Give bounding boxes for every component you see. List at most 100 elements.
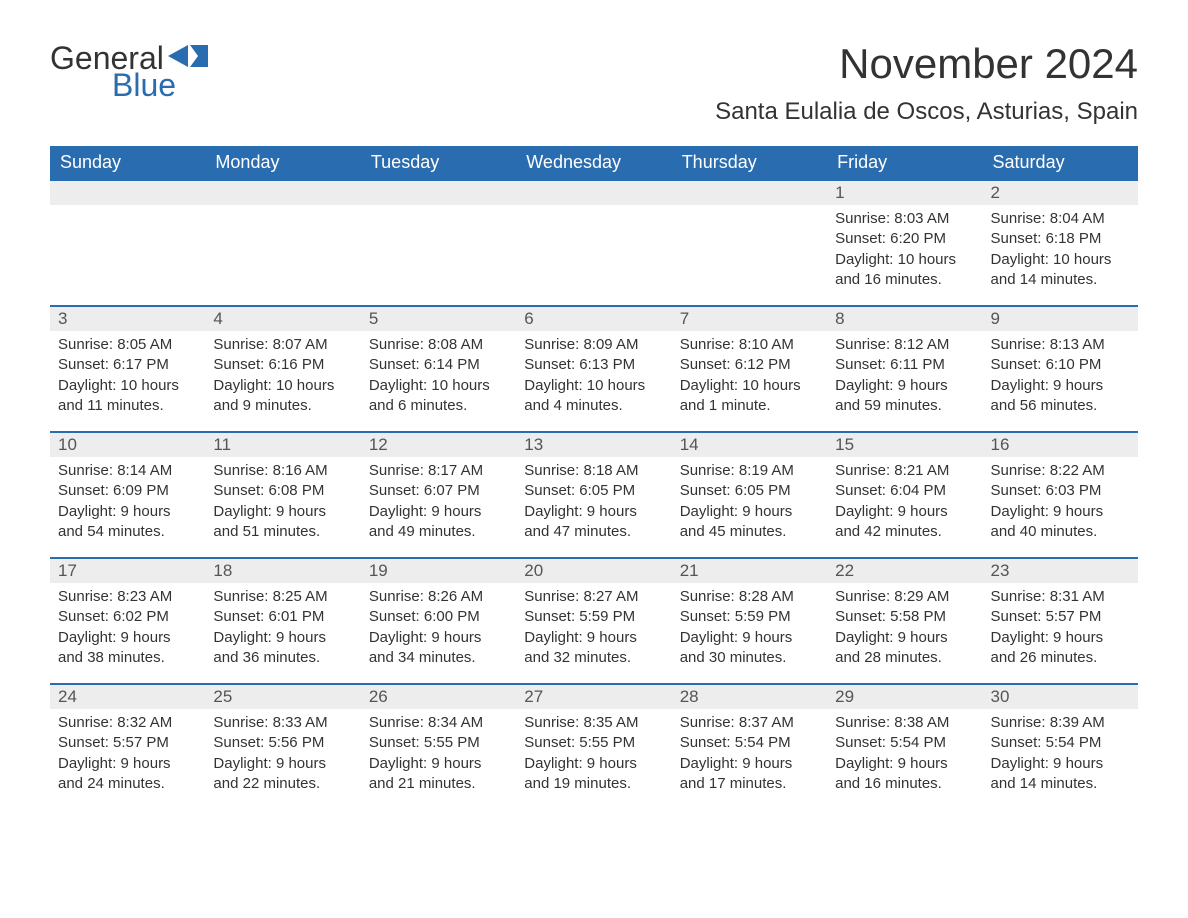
day-cell-1: 1Sunrise: 8:03 AMSunset: 6:20 PMDaylight…	[827, 181, 982, 305]
daylight-line: Daylight: 9 hours and 34 minutes.	[369, 628, 508, 669]
day-content: Sunrise: 8:28 AMSunset: 5:59 PMDaylight:…	[672, 583, 827, 678]
sunset-line: Sunset: 6:16 PM	[213, 355, 352, 375]
day-number: 12	[361, 433, 516, 457]
sunset-line: Sunset: 6:00 PM	[369, 607, 508, 627]
day-cell-29: 29Sunrise: 8:38 AMSunset: 5:54 PMDayligh…	[827, 685, 982, 809]
day-number: 15	[827, 433, 982, 457]
sunset-line: Sunset: 6:11 PM	[835, 355, 974, 375]
day-content: Sunrise: 8:23 AMSunset: 6:02 PMDaylight:…	[50, 583, 205, 678]
day-number	[205, 181, 360, 205]
sunrise-line: Sunrise: 8:27 AM	[524, 587, 663, 607]
sunset-line: Sunset: 6:07 PM	[369, 481, 508, 501]
weekday-sunday: Sunday	[50, 146, 205, 179]
sunrise-line: Sunrise: 8:13 AM	[991, 335, 1130, 355]
sunrise-line: Sunrise: 8:08 AM	[369, 335, 508, 355]
sunrise-line: Sunrise: 8:04 AM	[991, 209, 1130, 229]
day-number: 24	[50, 685, 205, 709]
day-number: 10	[50, 433, 205, 457]
day-cell-4: 4Sunrise: 8:07 AMSunset: 6:16 PMDaylight…	[205, 307, 360, 431]
weekday-saturday: Saturday	[983, 146, 1138, 179]
day-number: 28	[672, 685, 827, 709]
day-cell-15: 15Sunrise: 8:21 AMSunset: 6:04 PMDayligh…	[827, 433, 982, 557]
sunset-line: Sunset: 5:57 PM	[58, 733, 197, 753]
day-cell-empty	[50, 181, 205, 305]
day-cell-empty	[672, 181, 827, 305]
daylight-line: Daylight: 9 hours and 19 minutes.	[524, 754, 663, 795]
day-cell-7: 7Sunrise: 8:10 AMSunset: 6:12 PMDaylight…	[672, 307, 827, 431]
sunset-line: Sunset: 5:59 PM	[680, 607, 819, 627]
logo-text-blue: Blue	[112, 67, 176, 104]
day-number: 17	[50, 559, 205, 583]
day-number: 11	[205, 433, 360, 457]
sunset-line: Sunset: 6:05 PM	[680, 481, 819, 501]
week-row: 1Sunrise: 8:03 AMSunset: 6:20 PMDaylight…	[50, 179, 1138, 305]
day-cell-11: 11Sunrise: 8:16 AMSunset: 6:08 PMDayligh…	[205, 433, 360, 557]
sunrise-line: Sunrise: 8:39 AM	[991, 713, 1130, 733]
day-number: 20	[516, 559, 671, 583]
day-content: Sunrise: 8:25 AMSunset: 6:01 PMDaylight:…	[205, 583, 360, 678]
sunrise-line: Sunrise: 8:17 AM	[369, 461, 508, 481]
sunset-line: Sunset: 5:55 PM	[524, 733, 663, 753]
day-cell-18: 18Sunrise: 8:25 AMSunset: 6:01 PMDayligh…	[205, 559, 360, 683]
day-content: Sunrise: 8:16 AMSunset: 6:08 PMDaylight:…	[205, 457, 360, 552]
sunset-line: Sunset: 5:59 PM	[524, 607, 663, 627]
day-number: 30	[983, 685, 1138, 709]
day-number	[361, 181, 516, 205]
sunrise-line: Sunrise: 8:26 AM	[369, 587, 508, 607]
day-content: Sunrise: 8:17 AMSunset: 6:07 PMDaylight:…	[361, 457, 516, 552]
day-content: Sunrise: 8:10 AMSunset: 6:12 PMDaylight:…	[672, 331, 827, 426]
daylight-line: Daylight: 10 hours and 14 minutes.	[991, 250, 1130, 291]
daylight-line: Daylight: 10 hours and 4 minutes.	[524, 376, 663, 417]
day-cell-9: 9Sunrise: 8:13 AMSunset: 6:10 PMDaylight…	[983, 307, 1138, 431]
day-content: Sunrise: 8:03 AMSunset: 6:20 PMDaylight:…	[827, 205, 982, 300]
day-number: 26	[361, 685, 516, 709]
daylight-line: Daylight: 9 hours and 38 minutes.	[58, 628, 197, 669]
day-content: Sunrise: 8:39 AMSunset: 5:54 PMDaylight:…	[983, 709, 1138, 804]
sunset-line: Sunset: 6:18 PM	[991, 229, 1130, 249]
daylight-line: Daylight: 9 hours and 21 minutes.	[369, 754, 508, 795]
sunset-line: Sunset: 6:12 PM	[680, 355, 819, 375]
location: Santa Eulalia de Oscos, Asturias, Spain	[715, 98, 1138, 126]
day-number: 13	[516, 433, 671, 457]
daylight-line: Daylight: 9 hours and 36 minutes.	[213, 628, 352, 669]
day-number: 6	[516, 307, 671, 331]
sunset-line: Sunset: 6:08 PM	[213, 481, 352, 501]
day-content: Sunrise: 8:34 AMSunset: 5:55 PMDaylight:…	[361, 709, 516, 804]
day-content: Sunrise: 8:05 AMSunset: 6:17 PMDaylight:…	[50, 331, 205, 426]
daylight-line: Daylight: 10 hours and 6 minutes.	[369, 376, 508, 417]
sunset-line: Sunset: 6:17 PM	[58, 355, 197, 375]
day-number	[50, 181, 205, 205]
day-cell-10: 10Sunrise: 8:14 AMSunset: 6:09 PMDayligh…	[50, 433, 205, 557]
day-content: Sunrise: 8:19 AMSunset: 6:05 PMDaylight:…	[672, 457, 827, 552]
day-cell-12: 12Sunrise: 8:17 AMSunset: 6:07 PMDayligh…	[361, 433, 516, 557]
day-number: 2	[983, 181, 1138, 205]
day-cell-26: 26Sunrise: 8:34 AMSunset: 5:55 PMDayligh…	[361, 685, 516, 809]
day-content: Sunrise: 8:29 AMSunset: 5:58 PMDaylight:…	[827, 583, 982, 678]
day-cell-empty	[516, 181, 671, 305]
day-number: 22	[827, 559, 982, 583]
day-content: Sunrise: 8:37 AMSunset: 5:54 PMDaylight:…	[672, 709, 827, 804]
day-number: 25	[205, 685, 360, 709]
day-content: Sunrise: 8:09 AMSunset: 6:13 PMDaylight:…	[516, 331, 671, 426]
sunset-line: Sunset: 5:56 PM	[213, 733, 352, 753]
week-row: 10Sunrise: 8:14 AMSunset: 6:09 PMDayligh…	[50, 431, 1138, 557]
daylight-line: Daylight: 9 hours and 30 minutes.	[680, 628, 819, 669]
day-cell-25: 25Sunrise: 8:33 AMSunset: 5:56 PMDayligh…	[205, 685, 360, 809]
daylight-line: Daylight: 9 hours and 24 minutes.	[58, 754, 197, 795]
day-content: Sunrise: 8:08 AMSunset: 6:14 PMDaylight:…	[361, 331, 516, 426]
day-number: 27	[516, 685, 671, 709]
sunset-line: Sunset: 5:54 PM	[680, 733, 819, 753]
sunrise-line: Sunrise: 8:07 AM	[213, 335, 352, 355]
sunrise-line: Sunrise: 8:09 AM	[524, 335, 663, 355]
daylight-line: Daylight: 9 hours and 17 minutes.	[680, 754, 819, 795]
sunrise-line: Sunrise: 8:28 AM	[680, 587, 819, 607]
daylight-line: Daylight: 9 hours and 32 minutes.	[524, 628, 663, 669]
sunset-line: Sunset: 6:01 PM	[213, 607, 352, 627]
daylight-line: Daylight: 9 hours and 42 minutes.	[835, 502, 974, 543]
sunrise-line: Sunrise: 8:21 AM	[835, 461, 974, 481]
day-number: 19	[361, 559, 516, 583]
weekday-wednesday: Wednesday	[516, 146, 671, 179]
day-content: Sunrise: 8:14 AMSunset: 6:09 PMDaylight:…	[50, 457, 205, 552]
day-number: 4	[205, 307, 360, 331]
day-content: Sunrise: 8:22 AMSunset: 6:03 PMDaylight:…	[983, 457, 1138, 552]
